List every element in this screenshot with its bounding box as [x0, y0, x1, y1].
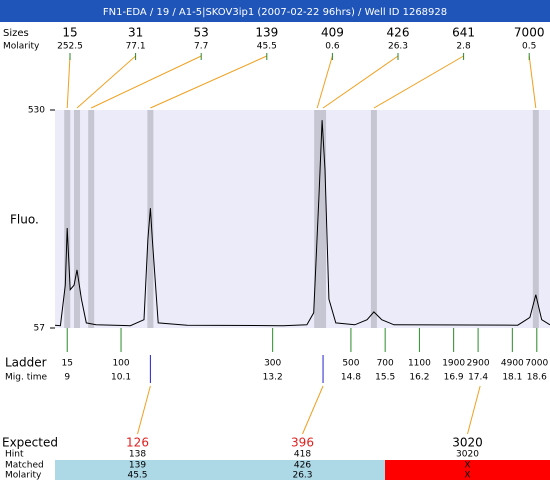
- ladder-size: 1100: [408, 359, 431, 369]
- peak-size: 7000: [514, 26, 545, 40]
- peak-connector: [373, 55, 464, 109]
- ladder-size: 300: [264, 359, 281, 369]
- table-hint: 418: [294, 450, 311, 460]
- peak-band: [320, 110, 327, 328]
- peak-connector: [66, 55, 71, 109]
- peaks-label: Sizes: [3, 28, 29, 39]
- row-label: Molarity: [5, 471, 42, 480]
- ladder-time: 16.9: [444, 373, 464, 383]
- title-bar: [0, 0, 550, 22]
- table-molarity: 26.3: [292, 471, 312, 480]
- peak-molarity: 77.1: [126, 42, 146, 52]
- table-expected: 396: [291, 436, 314, 450]
- peak-band: [370, 110, 377, 328]
- row-label: Expected: [2, 436, 58, 450]
- peak-molarity: 26.3: [388, 42, 408, 52]
- peak-size: 426: [387, 26, 410, 40]
- ladder-time: 13.2: [263, 373, 283, 383]
- peak-size: 53: [194, 26, 209, 40]
- peak-size: 409: [321, 26, 344, 40]
- table-expected: 126: [126, 436, 149, 450]
- table-molarity: X: [464, 471, 470, 480]
- table-hint: 3020: [456, 450, 479, 460]
- peak-band: [532, 110, 539, 328]
- peak-band: [64, 110, 71, 328]
- ladder-time: 18.1: [502, 373, 522, 383]
- molarity-label: Molarity: [3, 42, 40, 52]
- peak-connector: [150, 55, 268, 109]
- ladder-time: 15.5: [375, 373, 395, 383]
- ladder-label: Ladder: [5, 356, 47, 370]
- ladder-time: 14.8: [341, 373, 361, 383]
- peak-molarity: 0.6: [325, 42, 340, 52]
- expected-connector: [467, 385, 481, 435]
- peak-molarity: 2.8: [456, 42, 471, 52]
- table-molarity: 45.5: [127, 471, 147, 480]
- peak-band: [74, 110, 81, 328]
- peak-size: 641: [452, 26, 475, 40]
- ladder-time: 17.4: [468, 373, 488, 383]
- title: FN1-EDA / 19 / A1-5|SKOV3ip1 (2007-02-22…: [103, 7, 447, 18]
- peak-band: [147, 110, 154, 328]
- peak-band: [314, 110, 321, 328]
- ladder-time: 9: [64, 373, 70, 383]
- peak-molarity: 252.5: [57, 42, 83, 52]
- y-label: Fluo.: [10, 213, 39, 227]
- plot-area: [55, 110, 550, 328]
- peak-connector: [322, 55, 399, 109]
- table-matched: 426: [294, 461, 311, 471]
- ladder-time: 10.1: [111, 373, 131, 383]
- ladder-size: 4900: [501, 359, 524, 369]
- peak-size: 15: [62, 26, 77, 40]
- peak-connector: [528, 55, 537, 109]
- ladder-time: 16.2: [409, 373, 429, 383]
- ladder-size: 15: [62, 359, 73, 369]
- unmatched-row-bg: [385, 460, 550, 480]
- row-label: Matched: [5, 461, 44, 471]
- ladder-size: 500: [342, 359, 359, 369]
- peak-size: 31: [128, 26, 143, 40]
- y-tick-label: 57: [34, 324, 45, 334]
- peak-band: [88, 110, 95, 328]
- ladder-time: 18.6: [527, 373, 547, 383]
- mig-time-label: Mig. time: [5, 373, 47, 383]
- y-tick-label: 530: [28, 106, 45, 116]
- peak-connector: [90, 55, 202, 109]
- ladder-size: 700: [377, 359, 394, 369]
- expected-connector: [137, 385, 151, 435]
- expected-connector: [302, 385, 324, 435]
- row-label: Hint: [5, 450, 24, 460]
- matched-row-bg: [55, 460, 385, 480]
- table-expected: 3020: [452, 436, 483, 450]
- ladder-size: 7000: [525, 359, 548, 369]
- peak-connector: [76, 55, 136, 109]
- peak-molarity: 45.5: [257, 42, 277, 52]
- peak-size: 139: [255, 26, 278, 40]
- trace: [54, 120, 550, 327]
- peak-connector: [316, 55, 333, 109]
- ladder-size: 1900: [442, 359, 465, 369]
- table-hint: 138: [129, 450, 146, 460]
- peak-molarity: 7.7: [194, 42, 208, 52]
- ladder-size: 100: [112, 359, 129, 369]
- table-matched: 139: [129, 461, 146, 471]
- peak-molarity: 0.5: [522, 42, 536, 52]
- ladder-size: 2900: [467, 359, 490, 369]
- table-matched: X: [464, 461, 470, 471]
